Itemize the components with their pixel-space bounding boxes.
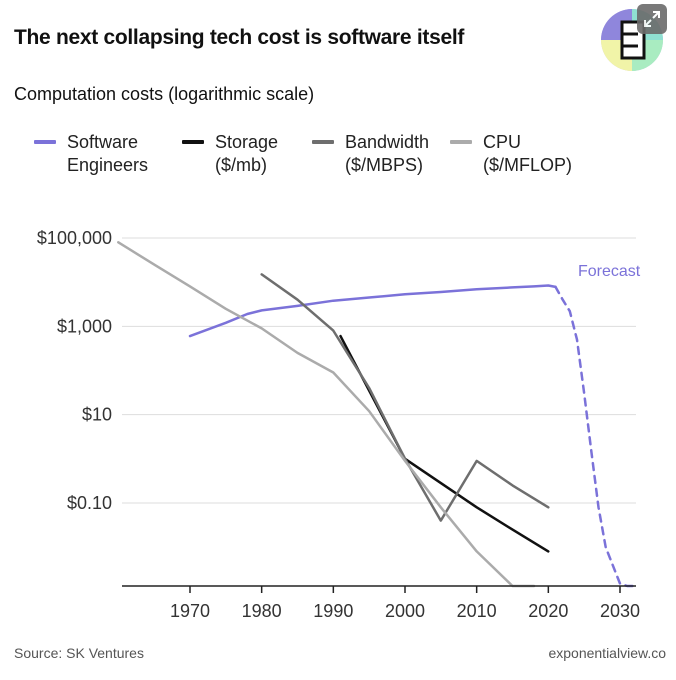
x-tick-label: 2010 [457, 601, 497, 621]
legend-label-software: Software Engineers [67, 132, 149, 175]
x-tick-label: 1980 [242, 601, 282, 621]
forecast-annotation: Forecast [578, 263, 641, 280]
expand-button[interactable] [637, 4, 667, 34]
chart-title: The next collapsing tech cost is softwar… [14, 26, 465, 49]
legend-item-cpu: CPU ($/MFLOP) [450, 131, 572, 177]
legend-swatch-bandwidth [312, 140, 334, 144]
source-note: Source: SK Ventures [14, 645, 144, 661]
site-url: exponentialview.co [548, 645, 666, 661]
series-line-forecast [554, 285, 636, 588]
series-line-storage [339, 334, 550, 553]
legend-item-software: Software Engineers [34, 131, 148, 177]
x-tick-label: 2030 [600, 601, 640, 621]
legend-label-cpu: CPU ($/MFLOP) [483, 132, 573, 175]
legend-label-storage: Storage ($/mb) [215, 132, 279, 175]
x-tick-label: 1970 [170, 601, 210, 621]
chart-subtitle: Computation costs (logarithmic scale) [14, 84, 315, 104]
y-tick-label: $0.10 [67, 493, 112, 513]
series-line-cpu [117, 241, 536, 588]
legend-label-bandwidth: Bandwidth ($/MBPS) [345, 132, 430, 175]
y-tick-label: $1,000 [57, 316, 112, 336]
legend-swatch-cpu [450, 140, 472, 144]
x-tick-label: 2000 [385, 601, 425, 621]
y-tick-label: $100,000 [37, 228, 112, 248]
legend-item-storage: Storage ($/mb) [182, 131, 278, 177]
x-tick-label: 1990 [313, 601, 353, 621]
y-tick-label: $10 [82, 405, 112, 425]
legend-swatch-storage [182, 140, 204, 144]
series-line-bandwidth [260, 273, 550, 522]
legend-swatch-software [34, 140, 56, 144]
legend: Software Engineers Storage ($/mb) Bandwi… [34, 131, 654, 181]
expand-icon [644, 11, 660, 27]
x-tick-label: 2020 [528, 601, 568, 621]
legend-item-bandwidth: Bandwidth ($/MBPS) [312, 131, 429, 177]
series-line-software-engineers [188, 284, 557, 338]
